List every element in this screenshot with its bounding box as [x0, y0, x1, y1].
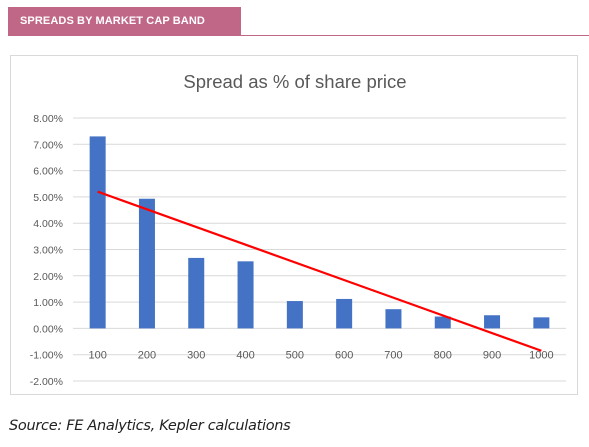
chart-frame: Spread as % of share price 8.00% 7.00% 6.0… [10, 55, 578, 395]
y-axis-ticks: 8.00% 7.00% 6.00% 5.00% 4.00% 3.00% 2.00% 1.00%… [30, 113, 63, 388]
source-note: Source: FE Analytics, Kepler calculation… [9, 418, 291, 434]
y-tick-label: 2.00% [33, 271, 63, 283]
x-tick-label: 900 [483, 350, 501, 362]
bar [484, 315, 501, 329]
x-tick-label: 400 [236, 350, 254, 362]
y-tick-label: 1.00% [33, 297, 63, 309]
banner-label: SPREADS BY MARKET CAP BAND [20, 15, 205, 27]
bar [237, 261, 254, 329]
y-tick-label: 3.00% [33, 245, 63, 257]
bar [533, 317, 550, 329]
x-tick-label: 200 [138, 350, 156, 362]
x-tick-label: 300 [187, 350, 205, 362]
x-tick-label: 700 [384, 350, 402, 362]
spread-chart: Spread as % of share price 8.00% 7.00% 6.0… [30, 71, 566, 388]
y-tick-label: 4.00% [33, 218, 63, 230]
bar [138, 198, 155, 329]
bar [336, 298, 353, 329]
chart-title: Spread as % of share price [183, 71, 406, 92]
y-tick-label: 6.00% [33, 166, 63, 178]
y-tick-label: -2.00% [30, 376, 63, 388]
y-tick-label: 5.00% [33, 192, 63, 204]
x-tick-label: 100 [88, 350, 106, 362]
y-tick-label: -1.00% [30, 350, 63, 362]
bars [89, 136, 550, 329]
y-tick-label: 8.00% [33, 113, 63, 125]
bar [434, 316, 451, 329]
x-tick-label: 800 [434, 350, 452, 362]
bar [286, 301, 303, 329]
y-tick-label: 7.00% [33, 139, 63, 151]
x-axis-ticks: 100 200 300 400 500 600 700 800 900 1000 [88, 350, 553, 362]
y-tick-label: 0.00% [33, 323, 63, 335]
bar [188, 257, 205, 329]
bar [89, 136, 106, 329]
bar [385, 309, 402, 329]
trendline [97, 190, 542, 352]
trendline-group [97, 190, 542, 352]
gridlines [73, 117, 566, 382]
banner-divider [241, 35, 589, 36]
x-tick-label: 600 [335, 350, 353, 362]
section-banner: SPREADS BY MARKET CAP BAND [8, 7, 241, 36]
x-tick-label: 1000 [529, 350, 553, 362]
x-tick-label: 500 [286, 350, 304, 362]
